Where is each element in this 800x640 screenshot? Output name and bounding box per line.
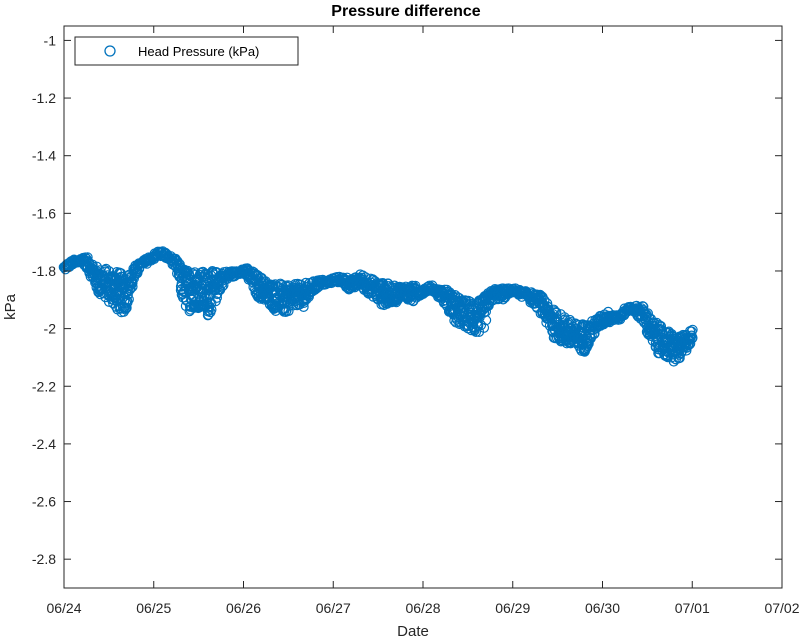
legend: Head Pressure (kPa) — [74, 36, 299, 66]
x-tick-label: 06/28 — [405, 600, 440, 616]
data-point — [217, 281, 228, 292]
x-tick-label: 06/26 — [226, 600, 261, 616]
y-tick-label: -1.8 — [32, 263, 56, 279]
data-point — [687, 332, 698, 343]
y-tick-label: -1 — [44, 32, 57, 48]
y-tick-label: -2 — [44, 321, 57, 337]
y-tick-label: -1.2 — [32, 90, 56, 106]
data-point — [205, 307, 216, 318]
x-tick-label: 06/29 — [495, 600, 530, 616]
chart-title: Pressure difference — [331, 3, 481, 20]
data-point — [127, 278, 138, 289]
plot-frame — [63, 25, 783, 589]
x-axis: 06/24 06/25 06/26 06/27 06/28 06/29 06/30 07/01… — [46, 26, 800, 616]
data-points — [58, 246, 698, 367]
data-point — [674, 352, 685, 364]
x-tick-label: 06/30 — [585, 600, 620, 616]
x-axis-label: Date — [397, 623, 429, 640]
y-tick-label: -2.6 — [32, 494, 56, 510]
data-point — [204, 297, 215, 308]
y-tick-label: -1.4 — [32, 148, 56, 164]
data-point — [480, 306, 491, 317]
data-point — [686, 326, 697, 337]
y-tick-label: -2.2 — [32, 378, 56, 394]
legend-box — [74, 36, 299, 66]
data-point — [685, 338, 696, 349]
data-point — [125, 283, 136, 294]
data-point — [478, 322, 490, 333]
data-point — [360, 272, 371, 283]
x-tick-label: 06/27 — [316, 600, 351, 616]
data-point — [589, 328, 600, 339]
y-tick-label: -2.4 — [32, 436, 56, 452]
data-point — [549, 306, 560, 317]
y-tick-label: -2.8 — [32, 551, 56, 567]
data-point — [113, 274, 125, 285]
x-tick-label: 06/24 — [46, 600, 81, 616]
x-tick-label: 07/01 — [675, 600, 710, 616]
y-axis: -1 -1.2 -1.4 -1.6 -1.8 -2 -2.2 -2.4 -2.6 -2.8 — [32, 32, 782, 567]
data-point — [82, 252, 93, 263]
data-point — [123, 294, 134, 305]
x-tick-label: 07/02 — [764, 600, 799, 616]
y-axis-label: kPa — [2, 293, 19, 320]
x-tick-label: 06/25 — [136, 600, 171, 616]
y-tick-label: -1.6 — [32, 205, 56, 221]
legend-series-label: Head Pressure (kPa) — [138, 44, 259, 59]
legend-marker-circle-icon — [104, 45, 116, 57]
data-point — [470, 326, 482, 337]
